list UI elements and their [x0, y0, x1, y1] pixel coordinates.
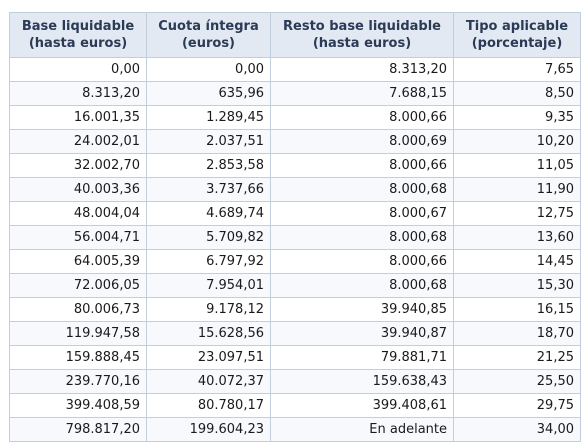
cell-base-liquidable: 24.002,01 [9, 129, 147, 154]
table-row: 24.002,01 2.037,51 8.000,69 10,20 [9, 129, 581, 154]
cell-resto-base: 8.000,68 [270, 273, 454, 298]
cell-base-liquidable: 16.001,35 [9, 105, 147, 130]
cell-cuota-integra: 2.853,58 [146, 153, 271, 178]
cell-tipo-aplicable: 21,25 [453, 345, 581, 370]
table-row: 32.002,70 2.853,58 8.000,66 11,05 [9, 153, 581, 178]
cell-base-liquidable: 798.817,20 [9, 417, 147, 442]
cell-tipo-aplicable: 11,05 [453, 153, 581, 178]
table-row: 80.006,73 9.178,12 39.940,85 16,15 [9, 297, 581, 322]
table-row: 72.006,05 7.954,01 8.000,68 15,30 [9, 273, 581, 298]
cell-base-liquidable: 159.888,45 [9, 345, 147, 370]
cell-tipo-aplicable: 7,65 [453, 57, 581, 82]
cell-resto-base: 8.000,68 [270, 225, 454, 250]
cell-tipo-aplicable: 25,50 [453, 369, 581, 394]
cell-cuota-integra: 2.037,51 [146, 129, 271, 154]
cell-resto-base: 8.000,68 [270, 177, 454, 202]
header-row: Base liquidable (hasta euros) Cuota ínte… [9, 12, 581, 58]
cell-tipo-aplicable: 15,30 [453, 273, 581, 298]
table-row: 56.004,71 5.709,82 8.000,68 13,60 [9, 225, 581, 250]
cell-cuota-integra: 635,96 [146, 81, 271, 106]
cell-cuota-integra: 23.097,51 [146, 345, 271, 370]
cell-resto-base: 399.408,61 [270, 393, 454, 418]
cell-tipo-aplicable: 18,70 [453, 321, 581, 346]
cell-base-liquidable: 48.004,04 [9, 201, 147, 226]
cell-base-liquidable: 399.408,59 [9, 393, 147, 418]
cell-tipo-aplicable: 9,35 [453, 105, 581, 130]
cell-resto-base: 8.000,69 [270, 129, 454, 154]
cell-resto-base: 8.000,67 [270, 201, 454, 226]
cell-tipo-aplicable: 8,50 [453, 81, 581, 106]
cell-resto-base: 79.881,71 [270, 345, 454, 370]
cell-cuota-integra: 3.737,66 [146, 177, 271, 202]
cell-cuota-integra: 9.178,12 [146, 297, 271, 322]
table-row: 0,00 0,00 8.313,20 7,65 [9, 57, 581, 82]
cell-resto-base: 8.000,66 [270, 105, 454, 130]
cell-resto-base: 39.940,85 [270, 297, 454, 322]
cell-cuota-integra: 40.072,37 [146, 369, 271, 394]
tax-scale-table: Base liquidable (hasta euros) Cuota ínte… [9, 12, 581, 442]
cell-resto-base: 39.940,87 [270, 321, 454, 346]
cell-resto-base: 8.000,66 [270, 249, 454, 274]
cell-cuota-integra: 80.780,17 [146, 393, 271, 418]
header-tipo-aplicable: Tipo aplicable (porcentaje) [453, 12, 581, 58]
cell-base-liquidable: 40.003,36 [9, 177, 147, 202]
cell-tipo-aplicable: 11,90 [453, 177, 581, 202]
table-row: 16.001,35 1.289,45 8.000,66 9,35 [9, 105, 581, 130]
cell-tipo-aplicable: 10,20 [453, 129, 581, 154]
table-row: 40.003,36 3.737,66 8.000,68 11,90 [9, 177, 581, 202]
cell-cuota-integra: 6.797,92 [146, 249, 271, 274]
cell-cuota-integra: 1.289,45 [146, 105, 271, 130]
cell-resto-base: 7.688,15 [270, 81, 454, 106]
table-row: 399.408,59 80.780,17 399.408,61 29,75 [9, 393, 581, 418]
table-row: 159.888,45 23.097,51 79.881,71 21,25 [9, 345, 581, 370]
table-body: 0,00 0,00 8.313,20 7,65 8.313,20 635,96 7.688,… [9, 57, 581, 442]
table-header: Base liquidable (hasta euros) Cuota ínte… [9, 12, 581, 58]
cell-base-liquidable: 32.002,70 [9, 153, 147, 178]
table-row: 8.313,20 635,96 7.688,15 8,50 [9, 81, 581, 106]
cell-cuota-integra: 7.954,01 [146, 273, 271, 298]
cell-base-liquidable: 80.006,73 [9, 297, 147, 322]
cell-base-liquidable: 8.313,20 [9, 81, 147, 106]
cell-tipo-aplicable: 14,45 [453, 249, 581, 274]
table-row: 48.004,04 4.689,74 8.000,67 12,75 [9, 201, 581, 226]
header-base-liquidable: Base liquidable (hasta euros) [9, 12, 147, 58]
table-row: 798.817,20 199.604,23 En adelante 34,00 [9, 417, 581, 442]
table-row: 119.947,58 15.628,56 39.940,87 18,70 [9, 321, 581, 346]
cell-cuota-integra: 5.709,82 [146, 225, 271, 250]
table-row: 239.770,16 40.072,37 159.638,43 25,50 [9, 369, 581, 394]
cell-base-liquidable: 0,00 [9, 57, 147, 82]
cell-tipo-aplicable: 12,75 [453, 201, 581, 226]
header-cuota-integra: Cuota íntegra (euros) [146, 12, 271, 58]
cell-tipo-aplicable: 16,15 [453, 297, 581, 322]
cell-cuota-integra: 4.689,74 [146, 201, 271, 226]
cell-cuota-integra: 15.628,56 [146, 321, 271, 346]
cell-resto-base: 159.638,43 [270, 369, 454, 394]
table-row: 64.005,39 6.797,92 8.000,66 14,45 [9, 249, 581, 274]
cell-cuota-integra: 0,00 [146, 57, 271, 82]
cell-base-liquidable: 239.770,16 [9, 369, 147, 394]
cell-resto-base: 8.000,66 [270, 153, 454, 178]
cell-resto-base: En adelante [270, 417, 454, 442]
cell-tipo-aplicable: 29,75 [453, 393, 581, 418]
cell-base-liquidable: 119.947,58 [9, 321, 147, 346]
cell-base-liquidable: 64.005,39 [9, 249, 147, 274]
cell-resto-base: 8.313,20 [270, 57, 454, 82]
header-resto-base-liquidable: Resto base liquidable (hasta euros) [270, 12, 454, 58]
cell-cuota-integra: 199.604,23 [146, 417, 271, 442]
cell-base-liquidable: 72.006,05 [9, 273, 147, 298]
cell-tipo-aplicable: 34,00 [453, 417, 581, 442]
cell-tipo-aplicable: 13,60 [453, 225, 581, 250]
cell-base-liquidable: 56.004,71 [9, 225, 147, 250]
